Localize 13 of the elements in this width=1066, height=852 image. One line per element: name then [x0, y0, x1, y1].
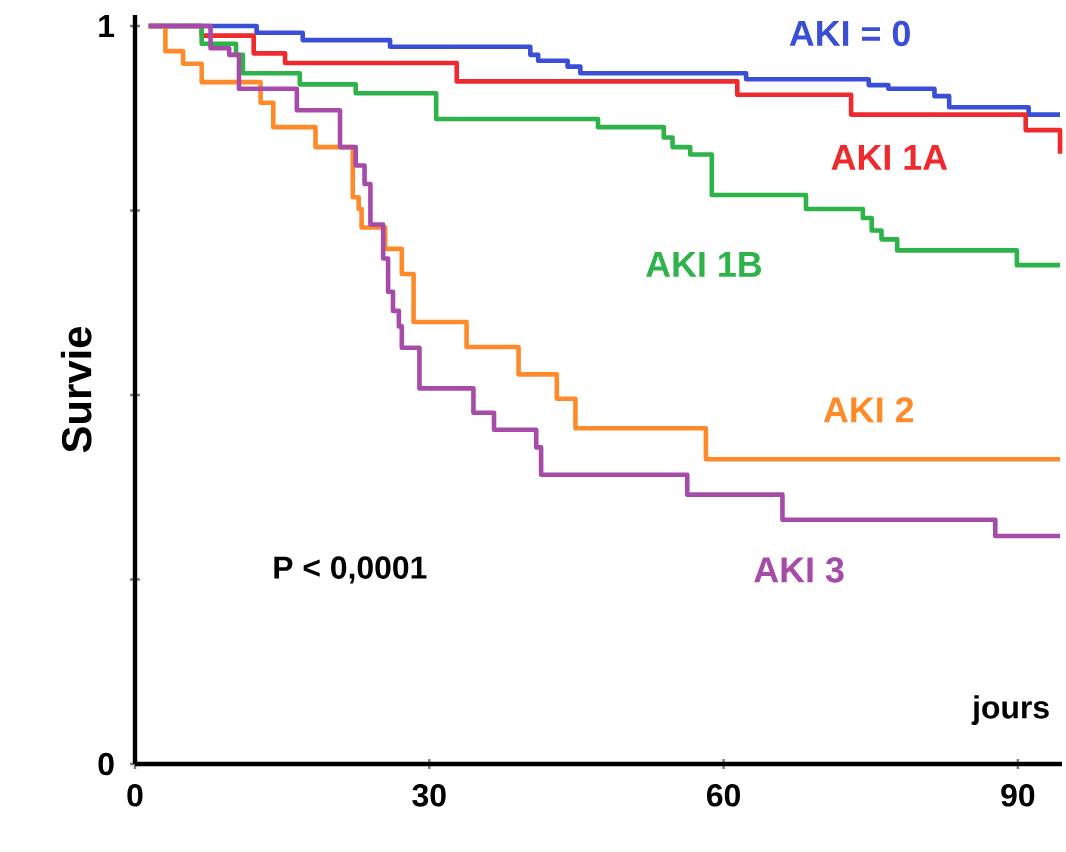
series-label: AKI 1A	[831, 145, 948, 170]
x-tick-label: 30	[412, 784, 446, 807]
series-label: AKI 2	[823, 397, 914, 423]
x-tick-label: 0	[127, 784, 143, 807]
series-label: AKI 3	[754, 557, 844, 583]
x-axis-title: jours	[971, 695, 1049, 725]
x-tick-label: 60	[707, 784, 740, 807]
annotation: P < 0,0001	[274, 556, 427, 584]
y-axis-title: Survie	[60, 326, 92, 453]
x-tick-label: 90	[1001, 784, 1035, 807]
series-label: AKI 1B	[646, 252, 762, 277]
series-label: AKI = 0	[789, 20, 910, 47]
y-tick-label: 1	[99, 15, 115, 38]
